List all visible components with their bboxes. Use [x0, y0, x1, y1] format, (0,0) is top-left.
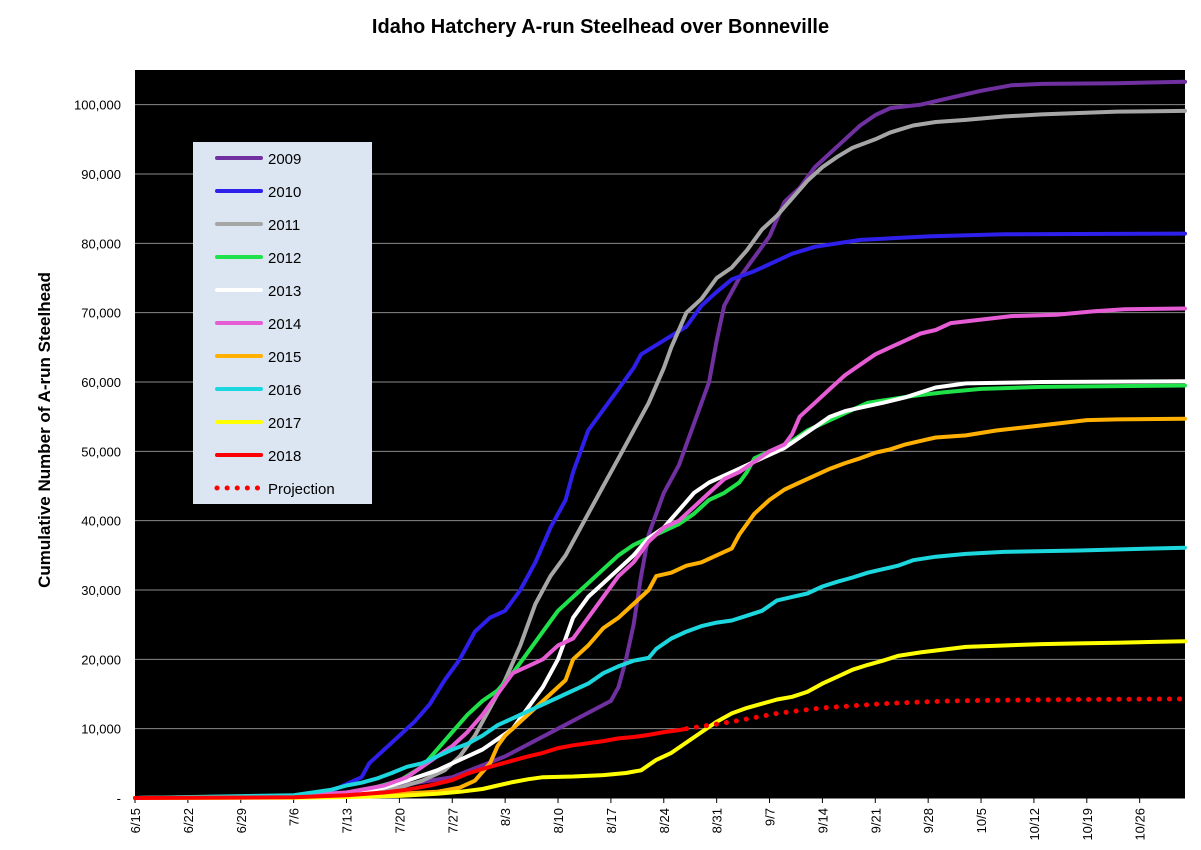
x-tick-label: 9/14 — [815, 808, 830, 833]
y-tick-label: 80,000 — [81, 236, 121, 251]
y-tick-label: - — [117, 791, 121, 806]
x-tick-label: 6/29 — [234, 808, 249, 833]
y-tick-label: 50,000 — [81, 444, 121, 459]
x-tick-label: 9/28 — [921, 808, 936, 833]
x-tick-label: 9/7 — [763, 808, 778, 826]
series-line-projection — [683, 696, 1188, 732]
y-tick-label: 90,000 — [81, 167, 121, 182]
series-line-2011 — [133, 108, 1187, 800]
x-tick-label: 10/26 — [1133, 808, 1148, 841]
y-tick-label: 60,000 — [81, 375, 121, 390]
x-tick-label: 7/13 — [340, 808, 355, 833]
y-axis-label: Cumulative Number of A-run Steelhead — [35, 272, 54, 588]
y-tick-label: 20,000 — [81, 652, 121, 667]
series-line-2009 — [133, 79, 1187, 800]
legend-entry: 2013 — [268, 283, 301, 300]
y-tick-label: 30,000 — [81, 583, 121, 598]
series-line-2015 — [133, 416, 1187, 800]
legend-entry: 2012 — [268, 250, 301, 267]
series-line-2018 — [133, 726, 689, 800]
x-tick-label: 7/20 — [392, 808, 407, 833]
y-tick-label: 10,000 — [81, 722, 121, 737]
x-tick-label: 7/6 — [287, 808, 302, 826]
x-tick-label: 9/21 — [868, 808, 883, 833]
series-line-2010 — [133, 231, 1187, 800]
x-axis-ticks: 6/15 6/22 6/29 7/6 7/13 7/20 7/27 8/3 8/10 8/17 8/… — [128, 797, 1185, 841]
legend-entry: 2010 — [268, 184, 301, 201]
legend: 2009 2010 2011 2012 2013 2014 2015 2016 2017 2018… — [193, 142, 372, 504]
x-tick-label: 7/27 — [445, 808, 460, 833]
x-tick-label: 10/5 — [974, 808, 989, 833]
series-lines — [133, 79, 1188, 800]
legend-entry: Projection — [268, 481, 335, 498]
x-tick-label: 8/31 — [710, 808, 725, 833]
x-tick-label: 10/12 — [1027, 808, 1042, 841]
x-tick-label: 6/15 — [128, 808, 143, 833]
y-axis-ticks: - 10,000 20,000 30,000 40,000 50,000 60,000 70,… — [74, 98, 121, 806]
series-line-2014 — [133, 306, 1187, 800]
legend-entry: 2017 — [268, 415, 301, 432]
y-tick-label: 70,000 — [81, 306, 121, 321]
series-line-2016 — [133, 545, 1187, 800]
y-tick-label: 40,000 — [81, 514, 121, 529]
legend-entry: 2014 — [268, 316, 301, 333]
legend-entry: 2018 — [268, 448, 301, 465]
legend-entry: 2009 — [268, 151, 301, 168]
series-line-2017 — [133, 639, 1187, 800]
x-tick-label: 6/22 — [181, 808, 196, 833]
x-tick-label: 8/24 — [657, 808, 672, 833]
x-tick-label: 10/19 — [1080, 808, 1095, 841]
legend-entry: 2016 — [268, 382, 301, 399]
legend-entry: 2015 — [268, 349, 301, 366]
chart-title: Idaho Hatchery A-run Steelhead over Bonn… — [371, 16, 830, 38]
x-tick-label: 8/10 — [551, 808, 566, 833]
x-tick-label: 8/3 — [498, 808, 513, 826]
x-tick-label: 8/17 — [604, 808, 619, 833]
y-tick-label: 100,000 — [74, 98, 121, 113]
legend-entry: 2011 — [268, 217, 300, 234]
